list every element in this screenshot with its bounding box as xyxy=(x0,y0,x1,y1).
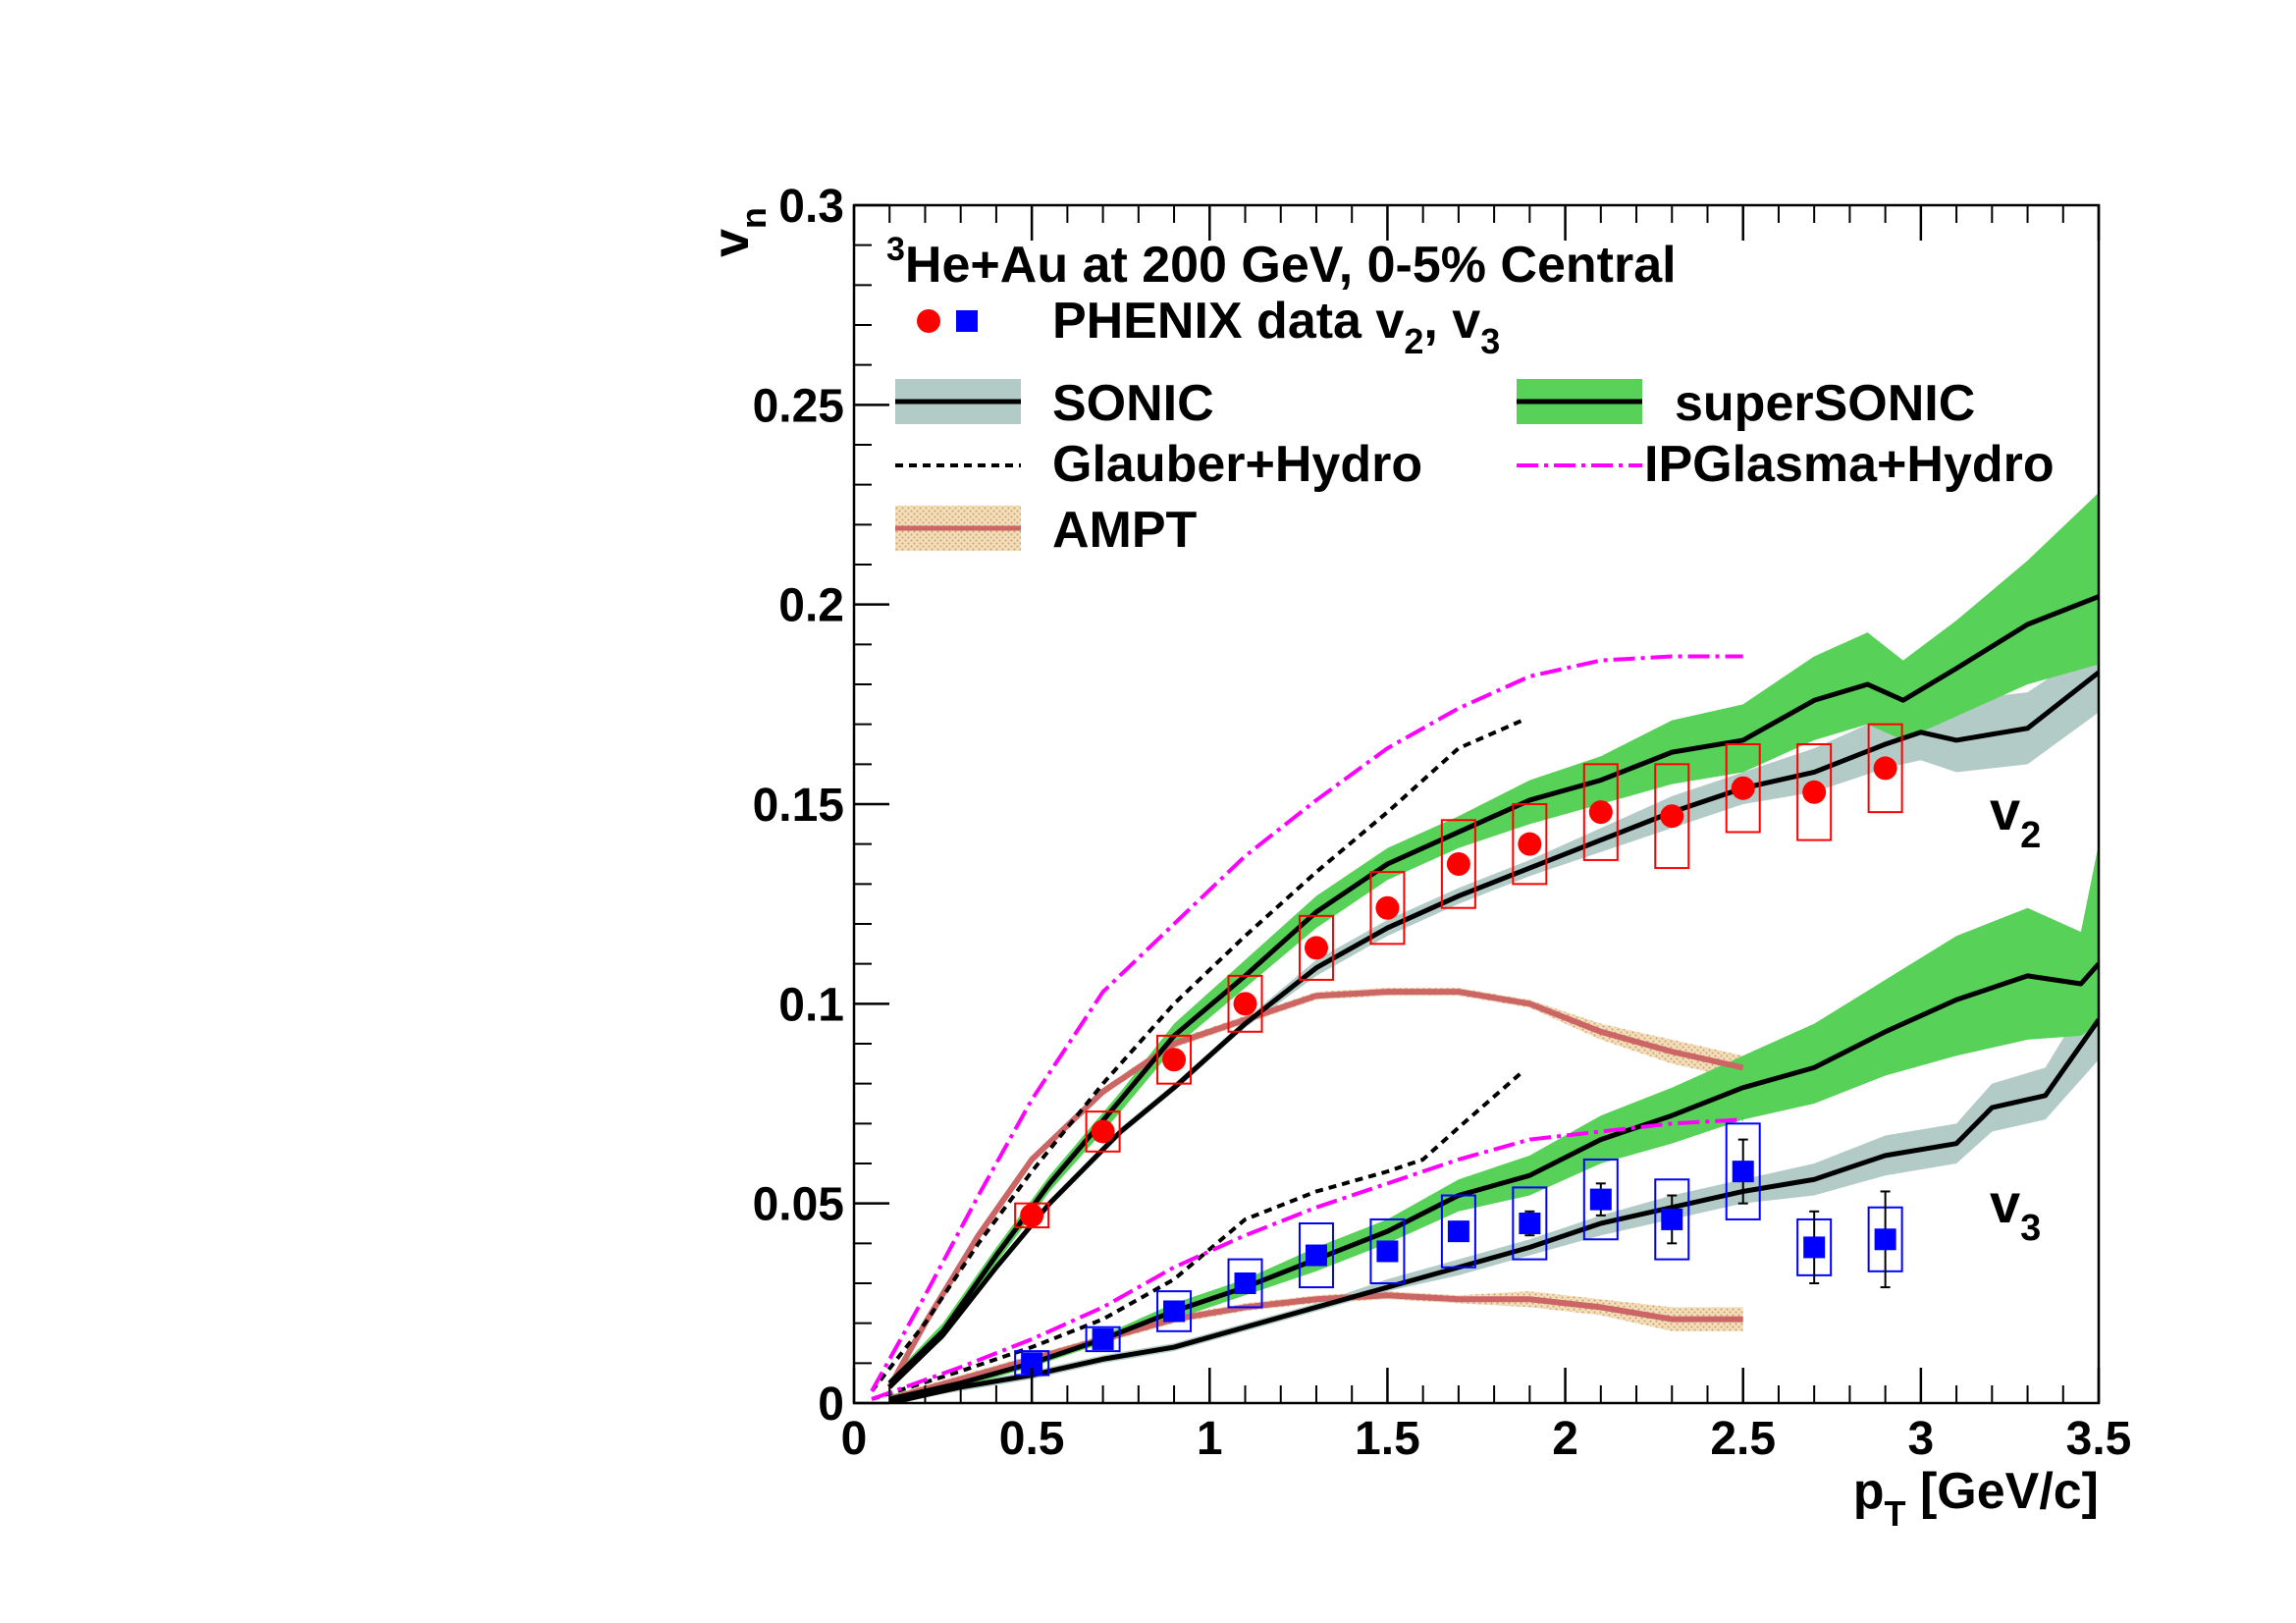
sonic_v3-line xyxy=(888,1018,2099,1403)
glauber_v3-line xyxy=(871,1069,1524,1401)
annotation-v2: v2 xyxy=(1990,780,2041,856)
v2-data-point xyxy=(1802,780,1827,804)
v2-sys-box xyxy=(1440,819,1476,909)
v2-sys-box xyxy=(1582,763,1619,861)
v3-sys-box xyxy=(1440,1194,1476,1269)
model-bands xyxy=(889,492,2099,1403)
x-axis-label: pT [GeV/c] xyxy=(1853,1463,2099,1534)
v3-data-point xyxy=(1234,1272,1256,1294)
legend-ipglasma-label: IPGlasma+Hydro xyxy=(1644,436,2055,493)
legend-supersonic-label: superSONIC xyxy=(1675,375,1975,432)
x-ticks: 0 0.5 1 1.5 2 2.5 3 3.5 xyxy=(841,205,2132,1465)
ipglasma_v2-line xyxy=(870,654,1743,1392)
v2-data-point xyxy=(1233,992,1257,1016)
v2-data-point xyxy=(1873,756,1897,781)
v2-sys-box xyxy=(1867,723,1903,814)
v2-sys-box xyxy=(1654,763,1690,870)
y-axis-label: vn xyxy=(703,207,774,257)
sonic_v2-band xyxy=(889,644,2099,1387)
v3-data-point xyxy=(1021,1352,1043,1375)
v2-sys-box xyxy=(1725,743,1761,834)
v2-data-point xyxy=(1588,800,1613,825)
x-tick-label: 0.5 xyxy=(999,1413,1065,1465)
v3-data-point xyxy=(1519,1213,1541,1234)
data-points xyxy=(1014,723,1903,1377)
legend-data-label: PHENIX data v2, v3 xyxy=(1052,293,1500,361)
v3-sys-box xyxy=(1369,1217,1406,1285)
legend-v2-marker xyxy=(917,309,940,333)
legend-sonic-label: SONIC xyxy=(1052,375,1214,432)
v3-data-point xyxy=(1732,1161,1754,1183)
v2-sys-box xyxy=(1227,974,1263,1033)
v3-data-point xyxy=(1092,1327,1114,1350)
v2-data-point xyxy=(1162,1048,1187,1072)
v2-data-point xyxy=(1731,776,1755,800)
x-tick-label: 1.5 xyxy=(1355,1413,1420,1465)
legend-v3-marker xyxy=(956,310,978,332)
v3-sys-box xyxy=(1298,1222,1334,1289)
v3-sys-box xyxy=(1227,1258,1263,1309)
v3-data-point xyxy=(1803,1236,1826,1259)
y-ticks: 0 0.05 0.1 0.15 0.2 0.25 0.3 xyxy=(753,181,889,1431)
v2-sys-box xyxy=(1298,914,1334,981)
annotation-v3: v3 xyxy=(1990,1172,2041,1249)
v3-data-point xyxy=(1305,1244,1327,1267)
sonic_v2-line xyxy=(887,670,2099,1389)
v2-sys-box xyxy=(1796,743,1833,841)
x-tick-label: 2 xyxy=(1552,1413,1578,1465)
v3-data-point xyxy=(1589,1188,1612,1211)
v2-data-point xyxy=(1518,832,1542,856)
v3-sys-box xyxy=(1654,1178,1690,1261)
y-tick-label: 0.2 xyxy=(778,580,844,632)
v3-data-point xyxy=(1661,1208,1683,1230)
y-tick-label: 0.3 xyxy=(778,181,844,233)
legend-ampt-label: AMPT xyxy=(1052,502,1198,559)
x-tick-label: 3.5 xyxy=(2066,1413,2132,1465)
x-tick-label: 1 xyxy=(1197,1413,1223,1465)
v2-data-point xyxy=(1020,1203,1044,1227)
y-tick-label: 0 xyxy=(818,1379,844,1431)
y-tick-label: 0.05 xyxy=(753,1179,844,1231)
y-tick-label: 0.15 xyxy=(753,780,844,832)
v2-data-point xyxy=(1304,936,1328,960)
v2-sys-box xyxy=(1369,871,1406,946)
v3-sys-box xyxy=(1085,1325,1121,1353)
v3-data-point xyxy=(1163,1300,1186,1323)
x-tick-label: 3 xyxy=(1908,1413,1935,1465)
supersonic_v2-band xyxy=(889,492,2099,1387)
supersonic_v2-line xyxy=(887,594,2099,1385)
ampt_v3-band xyxy=(889,1291,1743,1403)
y-tick-label: 0.1 xyxy=(778,979,844,1031)
v2-data-point xyxy=(1446,852,1470,876)
v2-sys-box xyxy=(1512,803,1548,886)
v2-data-point xyxy=(1375,895,1400,920)
x-tick-label: 2.5 xyxy=(1710,1413,1776,1465)
v2-data-point xyxy=(1091,1119,1115,1144)
v3-data-point xyxy=(1376,1240,1399,1263)
ampt_v2-line xyxy=(886,989,1744,1389)
v3-sys-box xyxy=(1725,1122,1761,1220)
v2-sys-box xyxy=(1014,1202,1050,1229)
v3-sys-box xyxy=(1512,1186,1548,1261)
legend-glauber-label: Glauber+Hydro xyxy=(1052,436,1422,493)
v2-sys-box xyxy=(1156,1034,1193,1085)
chart-title: 3He+Au at 200 GeV, 0-5% Central xyxy=(886,231,1677,294)
v2-sys-box xyxy=(1085,1110,1121,1153)
v3-data-point xyxy=(1447,1220,1469,1243)
x-tick-label: 0 xyxy=(841,1413,868,1465)
v3-sys-box xyxy=(1582,1158,1619,1241)
v3-sys-box xyxy=(1156,1290,1193,1332)
v2-data-point xyxy=(1660,804,1684,829)
v3-data-point xyxy=(1874,1228,1896,1251)
axes: 0 0.5 1 1.5 2 2.5 3 3.5 0 0.05 0.1 0.15 0.2 0.25 0.3 xyxy=(753,181,2132,1465)
y-tick-label: 0.25 xyxy=(753,380,844,432)
